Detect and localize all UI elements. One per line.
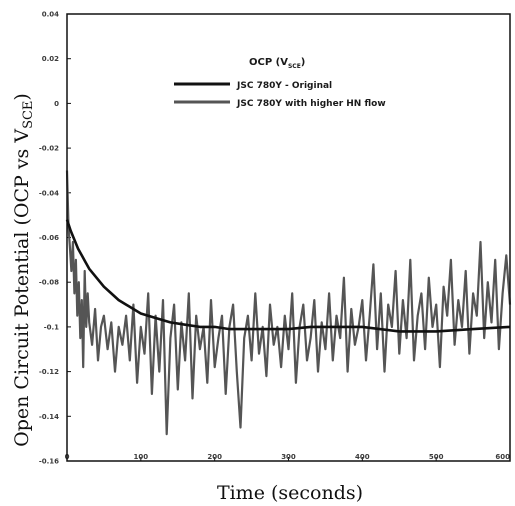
x-tick-label: 600 [495, 453, 510, 461]
y-tick-label: -0.06 [39, 234, 59, 242]
y-tick-label: -0.16 [39, 458, 59, 466]
y-tick-label: -0.02 [39, 145, 59, 153]
y-tick-label: 0.04 [42, 11, 59, 19]
y-tick-label: -0.04 [39, 189, 59, 197]
x-tick-label: 300 [281, 453, 296, 461]
x-tick-label: 500 [429, 453, 444, 461]
legend: OCP (VSCE) JSC 780Y - Original JSC 780Y … [174, 57, 386, 109]
x-axis-ticks: 0 100 200 300 400 500 600 [65, 453, 511, 461]
plot-area [65, 170, 512, 436]
y-tick-label: -0.12 [39, 368, 59, 376]
y-tick-label: 0 [54, 100, 59, 108]
y-tick-label: -0.08 [39, 279, 59, 287]
plot-frame [66, 13, 511, 462]
y-tick-label: -0.1 [44, 323, 59, 331]
legend-label-higher-hn-flow: JSC 780Y with higher HN flow [236, 99, 386, 109]
series-lines [65, 170, 512, 436]
legend-label-original: JSC 780Y - Original [236, 81, 332, 91]
y-axis-title: Open Circuit Potential (OCP vs VSCE) [11, 93, 36, 447]
y-tick-label: 0.02 [42, 55, 59, 63]
x-tick-label: 100 [134, 453, 149, 461]
series-line-higher-hn-flow [65, 170, 512, 436]
legend-title: OCP (VSCE) [249, 57, 305, 70]
x-tick-label: 200 [207, 453, 222, 461]
y-tick-label: -0.14 [39, 413, 59, 421]
y-axis-ticks: 0.04 0.02 0 -0.02 -0.04 -0.06 -0.08 -0.1 -0.12 -0… [39, 11, 71, 466]
x-axis-title: Time (seconds) [217, 482, 363, 504]
x-tick-label: 400 [355, 453, 370, 461]
series-line-original [65, 219, 511, 333]
